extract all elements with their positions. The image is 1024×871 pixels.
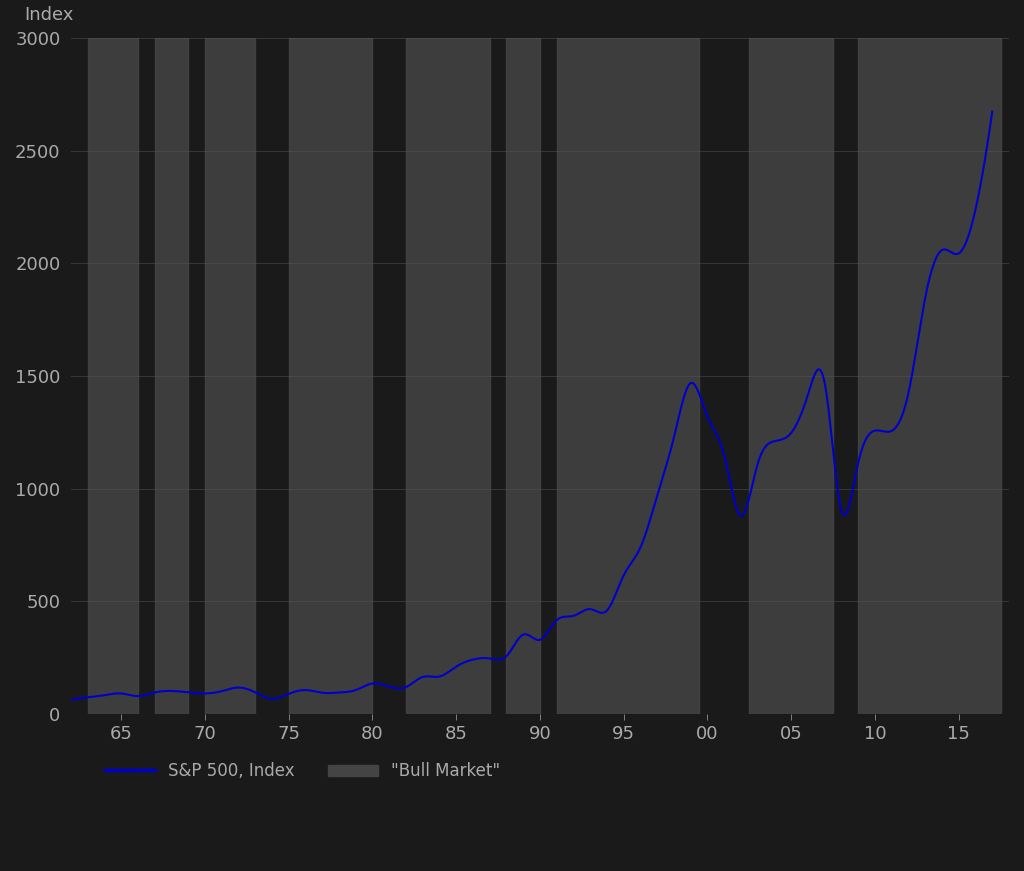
Legend: S&P 500, Index, "Bull Market": S&P 500, Index, "Bull Market" bbox=[98, 756, 507, 787]
Bar bbox=[205, 38, 255, 714]
Bar bbox=[88, 38, 138, 714]
Bar bbox=[289, 38, 373, 714]
Bar bbox=[557, 38, 699, 714]
Bar bbox=[750, 38, 834, 714]
Y-axis label: Index: Index bbox=[24, 6, 74, 24]
Bar bbox=[858, 38, 1000, 714]
Bar bbox=[406, 38, 489, 714]
Bar bbox=[155, 38, 188, 714]
Bar bbox=[507, 38, 540, 714]
